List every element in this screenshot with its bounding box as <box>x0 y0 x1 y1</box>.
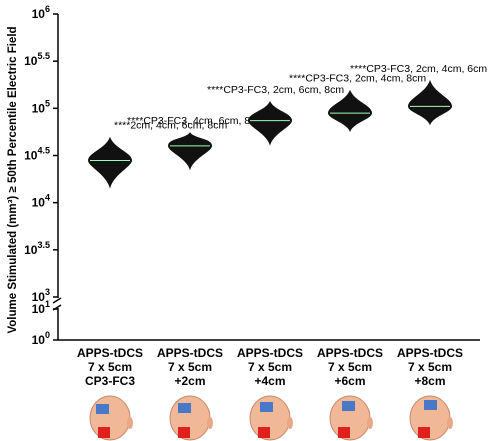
x-tick-label: +4cm <box>254 374 285 388</box>
x-tick-label: APPS-tDCS <box>237 346 303 360</box>
tick-base: 10 <box>24 149 38 163</box>
tick-exponent: 4.5 <box>37 146 50 156</box>
tick-base: 10 <box>24 54 38 68</box>
electrode-red <box>98 427 110 438</box>
head-ear <box>207 417 213 429</box>
electrode-red <box>178 427 190 438</box>
tick-base: 10 <box>32 7 46 21</box>
tick-exponent: 1 <box>45 299 50 309</box>
annotation: ****CP3-FC3, 2cm, 6cm, 8cm <box>207 84 344 96</box>
annotation: ****CP3-FC3, 4cm, 6cm, 8cm <box>127 115 264 127</box>
x-tick-label: APPS-tDCS <box>317 346 383 360</box>
axis-break <box>53 298 61 303</box>
violin-body <box>88 137 132 189</box>
y-tick-label: 105 <box>32 98 50 115</box>
head-ear <box>447 417 453 429</box>
violin-body <box>248 101 292 146</box>
tick-exponent: 5.5 <box>37 51 50 61</box>
tick-base: 10 <box>32 196 46 210</box>
x-tick-label: +6cm <box>334 374 365 388</box>
x-tick-label: +2cm <box>174 374 205 388</box>
x-tick-label: 7 x 5cm <box>248 360 292 374</box>
electrode-blue <box>342 401 355 411</box>
electrode-blue <box>424 400 437 410</box>
x-tick-label: 7 x 5cm <box>168 360 212 374</box>
head-ear <box>287 417 293 429</box>
y-tick-label: 106 <box>32 4 50 21</box>
y-tick-label: 104 <box>32 193 50 210</box>
x-tick-label: APPS-tDCS <box>77 346 143 360</box>
electrode-red <box>338 427 350 438</box>
violin-body <box>168 132 212 170</box>
x-tick-label: 7 x 5cm <box>88 360 132 374</box>
y-tick-label: 103.5 <box>24 240 50 257</box>
electrode-red <box>418 427 430 438</box>
tick-base: 10 <box>24 243 38 257</box>
head-ear <box>127 417 133 429</box>
electrode-red <box>258 427 270 438</box>
x-tick-label: APPS-tDCS <box>397 346 463 360</box>
x-tick-label: 7 x 5cm <box>328 360 372 374</box>
tick-exponent: 0 <box>45 330 50 340</box>
electrode-blue <box>178 403 191 413</box>
tick-exponent: 3 <box>45 287 50 297</box>
y-axis-label: Volume Stimulated (mm³) ≥ 50th Percentil… <box>7 26 19 333</box>
tick-base: 10 <box>32 302 46 316</box>
x-tick-label: +8cm <box>414 374 445 388</box>
annotation: ****CP3-FC3, 2cm, 4cm, 6cm <box>350 63 487 75</box>
x-tick-label: CP3-FC3 <box>85 374 135 388</box>
electrode-blue <box>96 404 109 414</box>
x-tick-label: 7 x 5cm <box>408 360 452 374</box>
tick-exponent: 3.5 <box>37 240 50 250</box>
tick-exponent: 5 <box>45 98 50 108</box>
electrode-blue <box>260 402 273 412</box>
tick-exponent: 6 <box>45 4 50 14</box>
y-tick-label: 105.5 <box>24 51 50 68</box>
violin-body <box>328 90 372 132</box>
chart: Volume Stimulated (mm³) ≥ 50th Percentil… <box>0 0 500 441</box>
x-tick-label: APPS-tDCS <box>157 346 223 360</box>
y-tick-label: 104.5 <box>24 146 50 163</box>
tick-base: 10 <box>32 333 46 347</box>
head-ear <box>367 417 373 429</box>
y-tick-label: 100 <box>32 330 50 347</box>
violin-body <box>408 80 452 125</box>
page: {"chart_data": { "type": "violin", "y_la… <box>0 0 500 441</box>
tick-base: 10 <box>32 101 46 115</box>
y-tick-label: 101 <box>32 299 50 316</box>
tick-exponent: 4 <box>45 193 50 203</box>
